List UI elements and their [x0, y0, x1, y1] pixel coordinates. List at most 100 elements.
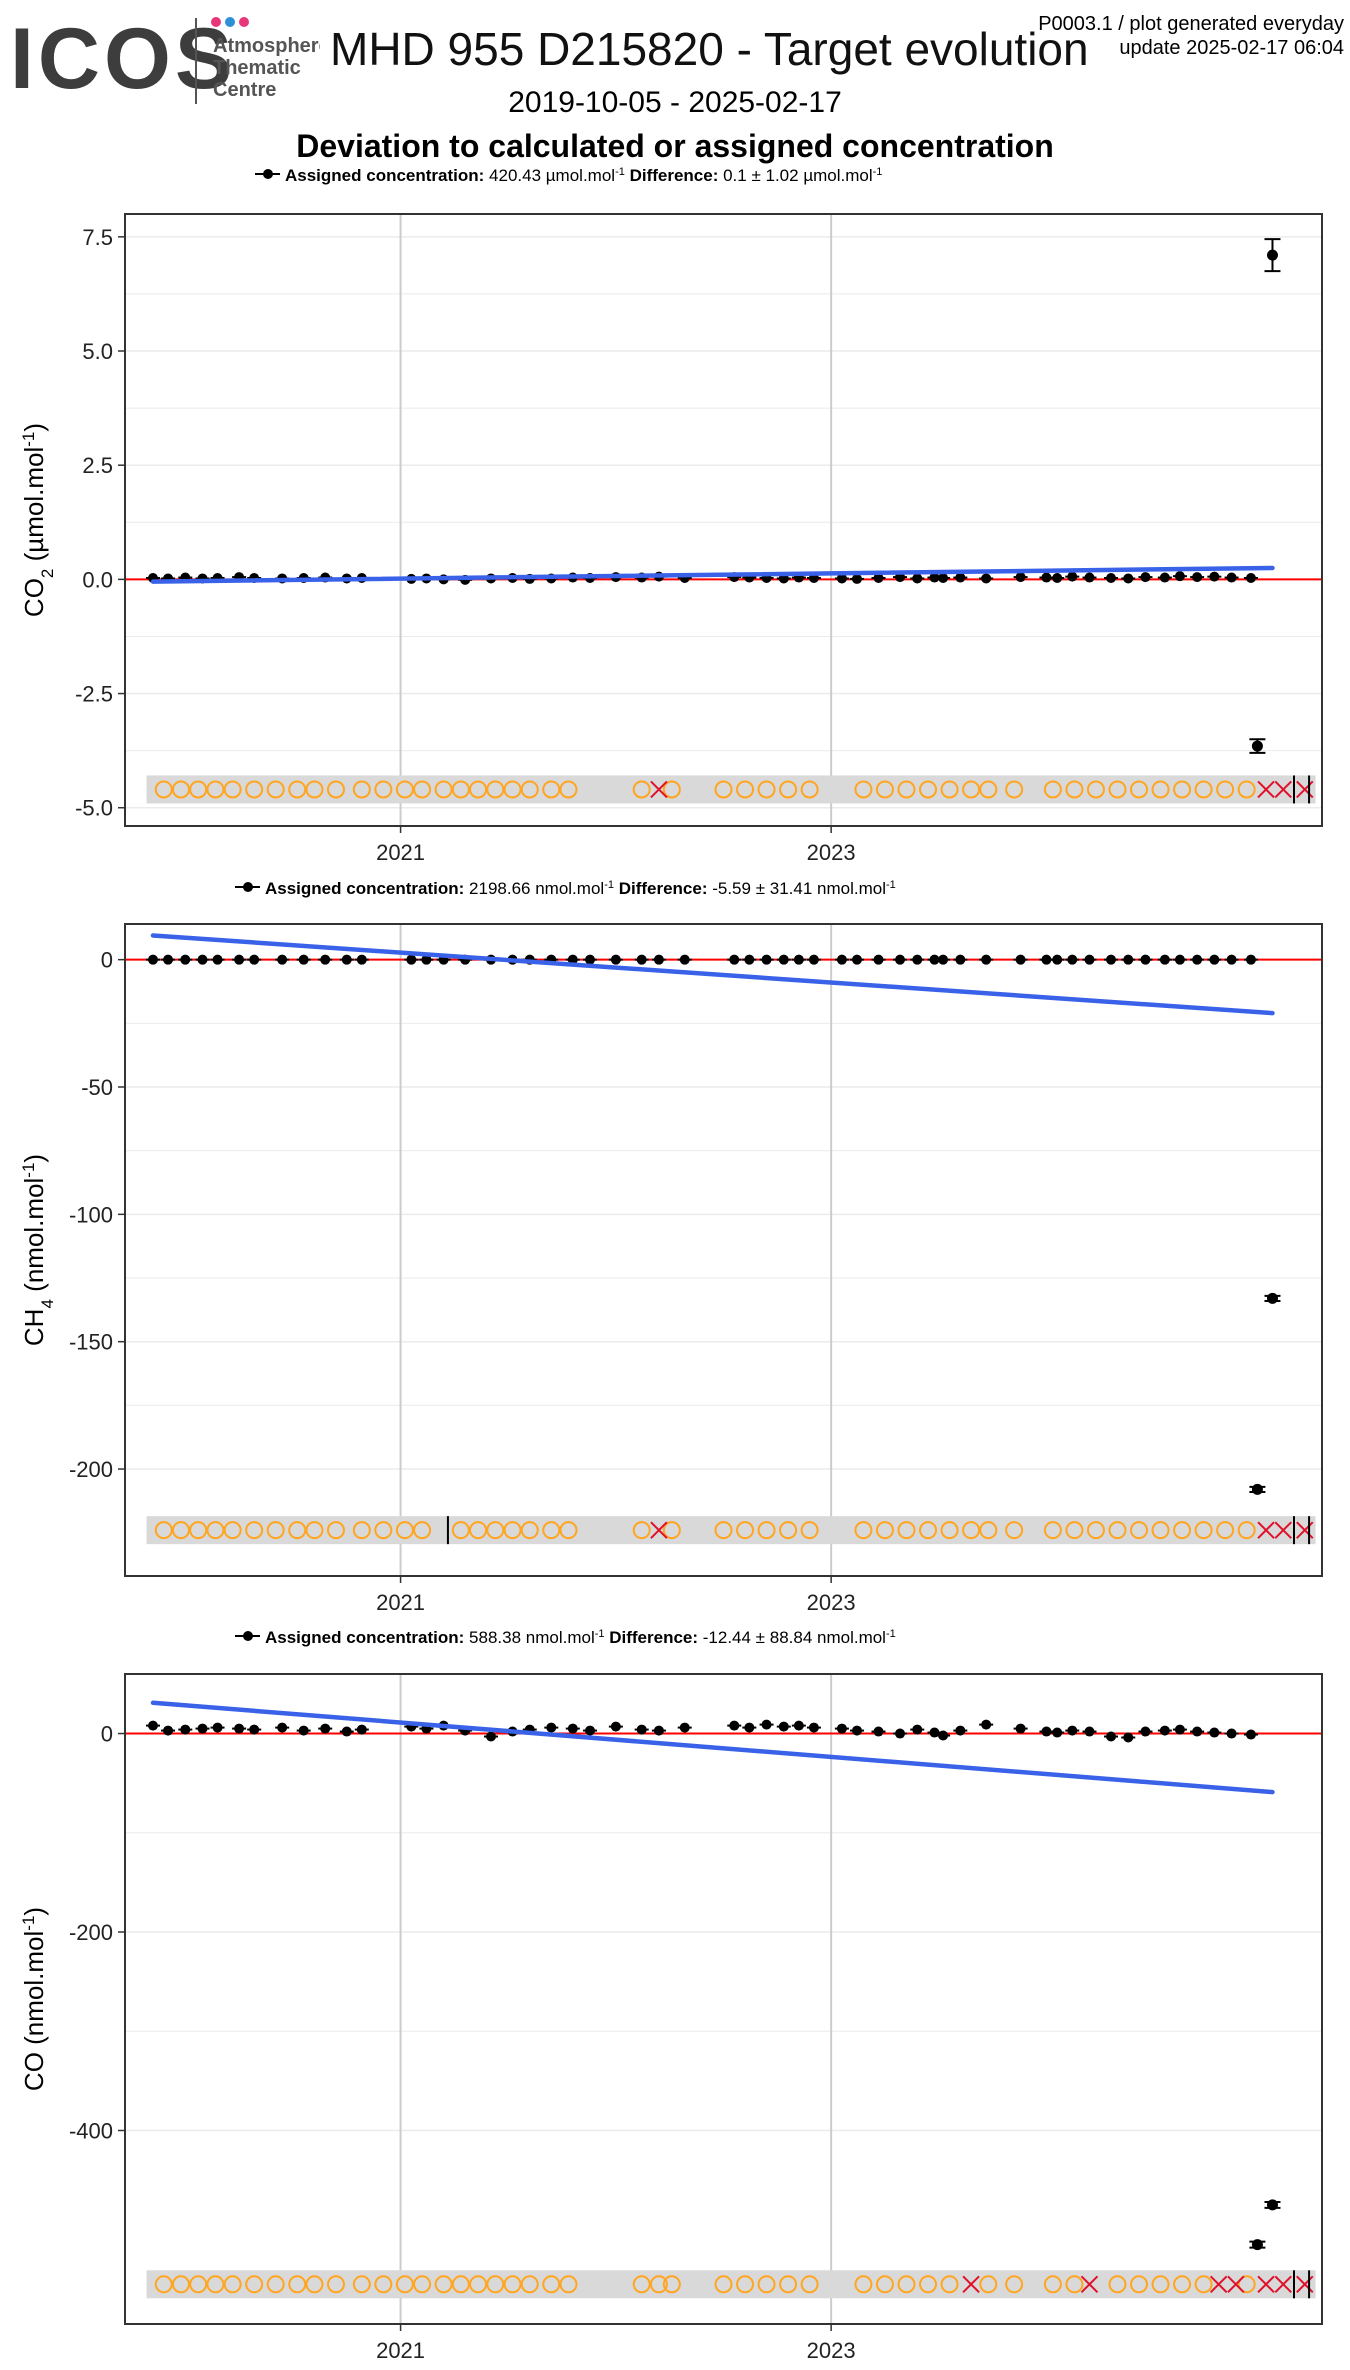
valid-marker — [1108, 780, 1127, 799]
valid-marker — [154, 2275, 173, 2294]
valid-marker — [1043, 1521, 1062, 1540]
y-axis-label: CO2 (µmol.mol-1) — [19, 423, 57, 617]
valid-marker — [979, 780, 998, 799]
valid-marker — [189, 1521, 208, 1540]
valid-marker — [520, 2275, 539, 2294]
outlier-point — [1266, 1292, 1278, 1304]
data-point — [1123, 573, 1134, 584]
data-point — [744, 954, 755, 965]
data-point — [938, 954, 949, 965]
valid-marker — [352, 1521, 371, 1540]
valid-marker — [1005, 1521, 1024, 1540]
data-point — [808, 1722, 819, 1733]
valid-marker — [1005, 2275, 1024, 2294]
valid-marker — [714, 2275, 733, 2294]
co2-panel: Assigned concentration: 420.43 µmol.mol-… — [19, 166, 1323, 865]
valid-marker — [469, 2275, 488, 2294]
valid-marker — [875, 2275, 894, 2294]
plot-frame — [124, 1673, 1323, 2325]
x-tick-label: 2023 — [807, 1590, 856, 1615]
valid-marker — [662, 2275, 681, 2294]
valid-marker — [154, 780, 173, 799]
valid-marker — [171, 1521, 190, 1540]
valid-marker — [154, 1521, 173, 1540]
flag-marker-stroke — [1296, 2275, 1314, 2294]
outlier-point — [1266, 249, 1278, 261]
data-point — [1084, 1726, 1095, 1737]
data-point — [836, 1723, 847, 1734]
flag-marker — [1274, 1521, 1292, 1539]
valid-marker — [979, 2275, 998, 2294]
flag-marker-stroke — [1296, 780, 1314, 799]
valid-marker — [779, 1521, 798, 1540]
data-point — [163, 1725, 174, 1736]
data-point — [653, 1725, 664, 1736]
valid-marker — [486, 780, 505, 799]
valid-marker — [736, 2275, 755, 2294]
valid-marker — [875, 1521, 894, 1540]
valid-marker — [326, 2275, 345, 2294]
data-point — [1041, 1726, 1052, 1737]
valid-marker — [395, 2275, 414, 2294]
data-point — [808, 954, 819, 965]
valid-marker — [206, 1521, 225, 1540]
data-point — [1015, 572, 1026, 583]
data-point — [567, 954, 578, 965]
data-point — [873, 954, 884, 965]
data-point — [1209, 1727, 1220, 1738]
data-point — [1159, 572, 1170, 583]
valid-marker — [305, 1521, 324, 1540]
data-point — [981, 573, 992, 584]
data-point — [163, 954, 174, 965]
valid-marker — [875, 780, 894, 799]
data-point — [1226, 572, 1237, 583]
flag-marker-stroke — [1274, 780, 1292, 799]
valid-marker — [1216, 1521, 1235, 1540]
flag-marker-stroke — [1227, 2275, 1245, 2294]
valid-marker — [266, 1521, 285, 1540]
valid-marker — [779, 2275, 798, 2294]
flag-marker-stroke — [1274, 2275, 1292, 2294]
valid-marker — [736, 780, 755, 799]
valid-marker — [206, 780, 225, 799]
data-point — [895, 1728, 906, 1739]
valid-marker — [374, 2275, 393, 2294]
data-point — [546, 1722, 557, 1733]
y-tick-label: -2.5 — [75, 682, 113, 707]
outlier-point — [1251, 2239, 1263, 2251]
flag-marker — [1257, 2275, 1275, 2294]
valid-marker — [352, 780, 371, 799]
valid-marker — [1151, 780, 1170, 799]
plot-frame — [124, 213, 1323, 827]
valid-marker — [1108, 2275, 1127, 2294]
data-point — [1015, 1723, 1026, 1734]
logo-sub-line-3: Centre — [213, 79, 276, 101]
flag-marker — [1227, 2275, 1245, 2294]
valid-marker — [1173, 2275, 1192, 2294]
data-point — [1226, 1728, 1237, 1739]
valid-marker — [503, 1521, 522, 1540]
valid-marker — [451, 1521, 470, 1540]
data-point — [277, 1722, 288, 1733]
legend-text: Assigned concentration: 588.38 nmol.mol-… — [265, 1628, 896, 1647]
data-point — [851, 573, 862, 584]
valid-marker — [206, 2275, 225, 2294]
valid-marker — [779, 780, 798, 799]
valid-marker — [434, 780, 453, 799]
data-point — [298, 954, 309, 965]
flag-marker — [1209, 2275, 1228, 2294]
valid-marker — [1237, 2275, 1256, 2294]
outlier-point — [1266, 2199, 1278, 2211]
update-timestamp: update 2025-02-17 06:04 — [1119, 37, 1344, 59]
data-point — [1140, 572, 1151, 583]
valid-marker — [245, 780, 264, 799]
data-point — [1067, 1725, 1078, 1736]
data-point — [895, 954, 906, 965]
data-point — [1015, 954, 1026, 965]
valid-marker — [897, 780, 916, 799]
valid-marker — [854, 1521, 873, 1540]
y-tick-label: -50 — [81, 1075, 113, 1100]
valid-marker — [434, 2275, 453, 2294]
data-point — [929, 954, 940, 965]
valid-marker — [451, 2275, 470, 2294]
